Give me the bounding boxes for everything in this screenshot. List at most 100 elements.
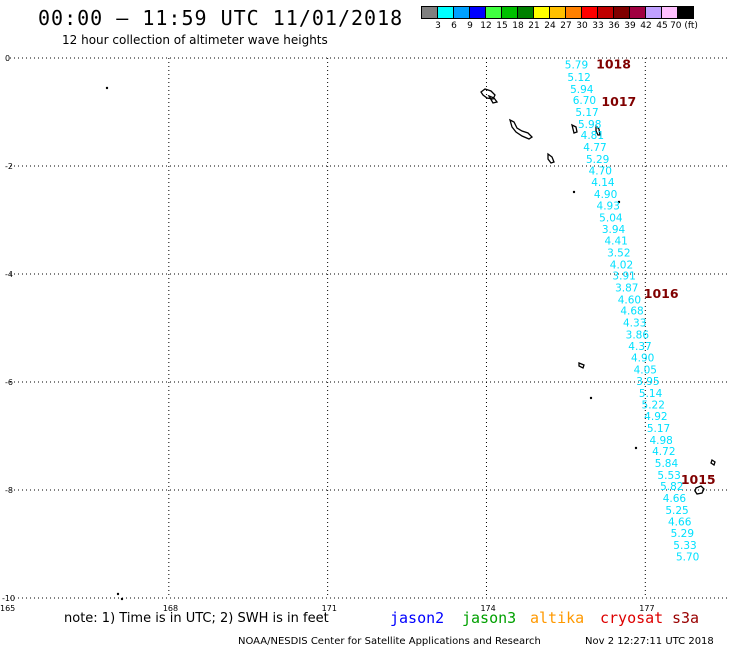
island-outline <box>571 123 578 134</box>
island-dot <box>116 592 120 596</box>
color-scale-label: 70 (ft) <box>670 21 698 31</box>
map-area <box>10 58 730 598</box>
color-scale-label: 21 <box>528 21 540 31</box>
wave-height-label: 4.81 <box>581 130 604 142</box>
island-outline <box>578 362 585 369</box>
satellite-jason3: jason3 <box>462 609 517 627</box>
wave-height-label: 5.79 <box>565 59 588 71</box>
island-dot <box>634 446 638 450</box>
satellite-cryosat: cryosat <box>600 609 664 627</box>
color-scale-label: 36 <box>608 21 620 31</box>
wave-height-label: 3.94 <box>602 224 626 236</box>
wave-height-label: 4.98 <box>649 435 672 447</box>
wave-height-label: 4.66 <box>663 493 687 505</box>
wave-height-label: 5.53 <box>657 470 680 482</box>
color-scale-label: 27 <box>560 21 572 31</box>
color-scale-label: 18 <box>512 21 524 31</box>
wave-height-label: 5.94 <box>570 84 594 96</box>
satellite-jason2: jason2 <box>390 609 445 627</box>
wave-height-label: 4.41 <box>604 236 627 248</box>
wave-height-label: 5.29 <box>586 154 609 166</box>
color-scale-label: 9 <box>467 21 473 31</box>
pressure-label: 1015 <box>681 472 716 487</box>
satellite-s3a: s3a <box>672 609 700 627</box>
wave-height-label: 4.14 <box>591 177 615 189</box>
longitude-tick-label: 174 <box>480 604 495 613</box>
color-scale-swatches <box>421 6 694 19</box>
wave-height-label: 4.92 <box>644 411 667 423</box>
wave-height-label: 4.60 <box>618 294 641 306</box>
island-outline <box>487 94 499 104</box>
island-dot <box>120 597 124 601</box>
generated-timestamp: Nov 2 12:27:11 UTC 2018 <box>585 636 714 647</box>
color-scale-label: 6 <box>451 21 457 31</box>
latitude-tick-label: -6 <box>5 378 13 387</box>
wave-height-label: 6.70 <box>573 95 596 107</box>
latitude-tick-label: -2 <box>5 162 13 171</box>
color-scale-label: 39 <box>624 21 636 31</box>
pressure-label: 1016 <box>644 286 679 301</box>
island-outline <box>547 152 555 164</box>
wave-height-label: 5.98 <box>578 119 601 131</box>
color-scale-label: 30 <box>576 21 588 31</box>
wave-height-label: 3.91 <box>612 271 635 283</box>
color-scale-label: 42 <box>640 21 652 31</box>
longitude-tick-label: 171 <box>322 604 337 613</box>
latitude-tick-label: -4 <box>5 270 13 279</box>
wave-height-label: 5.29 <box>671 528 694 540</box>
wave-height-label: 5.04 <box>599 212 623 224</box>
wave-height-label: 4.68 <box>620 306 643 318</box>
color-swatch <box>677 6 694 19</box>
color-scale-labels: 3 6 9 12 15 18 21 24 27 30 33 36 39 42 45 70 (ft) <box>422 19 698 31</box>
wave-height-label: 4.90 <box>594 189 617 201</box>
island-outline <box>694 485 705 495</box>
wave-height-label: 4.93 <box>597 200 620 212</box>
color-scale-label: 33 <box>592 21 604 31</box>
island-dot <box>572 190 576 194</box>
page-subtitle: 12 hour collection of altimeter wave hei… <box>62 33 328 47</box>
wave-height-label: 3.87 <box>615 283 638 295</box>
wave-height-label: 4.02 <box>610 259 633 271</box>
wave-height-label: 5.14 <box>639 388 663 400</box>
longitude-tick-label: 168 <box>163 604 178 613</box>
island-dot <box>589 396 593 400</box>
wave-height-label: 5.12 <box>567 72 590 84</box>
island-outline <box>508 118 534 140</box>
color-scale-label: 12 <box>480 21 492 31</box>
wave-height-label: 4.66 <box>668 516 692 528</box>
satellite-altika: altika <box>530 609 585 627</box>
island-dot <box>617 200 621 204</box>
wave-height-label: 5.82 <box>660 481 683 493</box>
page-title: 00:00 – 11:59 UTC 11/01/2018 <box>38 6 404 30</box>
wave-height-label: 5.84 <box>655 458 679 470</box>
wave-height-label: 5.70 <box>676 551 699 563</box>
wave-height-label: 4.90 <box>631 353 654 365</box>
island-outline <box>480 88 496 100</box>
wave-height-label: 5.17 <box>647 423 670 435</box>
wave-height-label: 5.25 <box>665 505 688 517</box>
wave-height-label: 5.33 <box>673 540 696 552</box>
wave-height-label: 4.33 <box>623 318 646 330</box>
island-outline <box>710 458 716 467</box>
color-scale-label: 15 <box>496 21 508 31</box>
wave-height-label: 4.05 <box>634 365 657 377</box>
island-dot <box>105 86 109 90</box>
wave-height-label: 4.70 <box>589 165 612 177</box>
latitude-tick-label: -10 <box>2 594 15 603</box>
footnote: note: 1) Time is in UTC; 2) SWH is in fe… <box>64 611 329 626</box>
color-scale-label: 24 <box>544 21 556 31</box>
credit-text: NOAA/NESDIS Center for Satellite Applica… <box>238 636 541 647</box>
wave-height-label: 4.72 <box>652 446 675 458</box>
pressure-label: 1017 <box>601 94 636 109</box>
longitude-tick-label: 165 <box>0 604 15 613</box>
wave-height-label: 4.77 <box>583 142 606 154</box>
island-outline <box>595 124 601 136</box>
wave-height-label: 5.22 <box>642 400 665 412</box>
wave-height-label: 4.37 <box>628 341 651 353</box>
color-scale-legend: 3 6 9 12 15 18 21 24 27 30 33 36 39 42 45 70 (ft) <box>421 6 698 31</box>
wave-height-label: 5.17 <box>575 107 598 119</box>
color-scale-label: 3 <box>435 21 441 31</box>
longitude-tick-label: 177 <box>639 604 654 613</box>
wave-height-label: 3.95 <box>636 376 659 388</box>
